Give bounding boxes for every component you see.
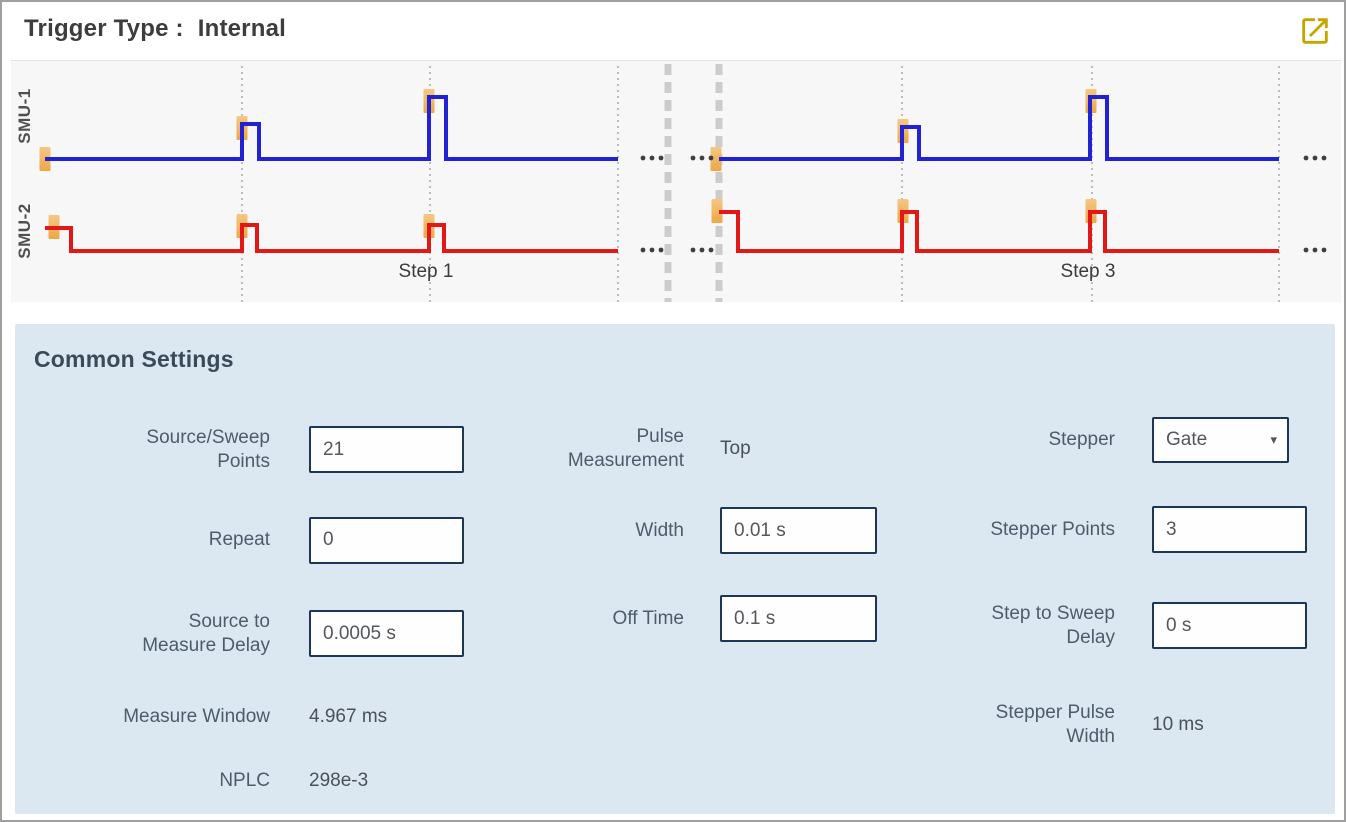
width-label: Width xyxy=(635,519,684,541)
open-in-new-icon[interactable] xyxy=(1298,14,1332,48)
stepper-select[interactable]: Gate ▾ xyxy=(1152,417,1289,463)
pulse-measurement-value: Top xyxy=(720,438,751,459)
waveform-background xyxy=(11,61,1341,302)
trigger-type-value: Internal xyxy=(197,15,287,42)
repeat-input[interactable] xyxy=(309,516,464,564)
source-sweep-points-label: Source/Sweep Points xyxy=(146,426,270,472)
field-stepper-pulse-width: Stepper Pulse Width 10 ms xyxy=(875,702,1307,748)
stepper-pulse-width-label: Stepper Pulse Width xyxy=(995,702,1115,747)
page-title: Trigger Type : Internal xyxy=(24,15,286,43)
stepper-label: Stepper xyxy=(1048,429,1115,450)
field-stepper: Stepper Gate ▾ xyxy=(875,417,1307,463)
stepper-select-value: Gate xyxy=(1166,429,1208,450)
field-source-sweep-points: Source/Sweep Points xyxy=(30,426,464,473)
field-off-time: Off Time xyxy=(444,595,877,642)
field-step-to-sweep-delay: Step to Sweep Delay xyxy=(875,602,1307,649)
trigger-type-label: Trigger Type : xyxy=(24,15,184,42)
field-width: Width xyxy=(444,507,877,554)
field-source-to-measure-delay: Source to Measure Delay xyxy=(30,610,464,657)
width-input[interactable] xyxy=(720,507,877,554)
measure-window-label: Measure Window xyxy=(123,706,270,727)
chevron-down-icon: ▾ xyxy=(1270,432,1277,447)
common-settings-title: Common Settings xyxy=(34,346,234,372)
repeat-label: Repeat xyxy=(208,529,270,550)
source-to-measure-delay-label: Source to Measure Delay xyxy=(142,610,270,656)
field-nplc: NPLC 298e-3 xyxy=(30,764,464,798)
source-sweep-points-input[interactable] xyxy=(309,426,464,473)
field-pulse-measurement: Pulse Measurement Top xyxy=(444,425,877,473)
pulse-measurement-label: Pulse Measurement xyxy=(567,426,684,471)
field-repeat: Repeat xyxy=(30,516,464,564)
common-settings-panel: Common Settings Source/Sweep Points Repe… xyxy=(15,324,1335,814)
off-time-label: Off Time xyxy=(612,607,684,629)
step-to-sweep-delay-label: Step to Sweep Delay xyxy=(991,602,1115,648)
step-to-sweep-delay-input[interactable] xyxy=(1152,602,1307,649)
nplc-label: NPLC xyxy=(219,770,270,791)
field-stepper-points: Stepper Points xyxy=(875,506,1307,553)
nplc-value: 298e-3 xyxy=(309,770,369,791)
stepper-points-label: Stepper Points xyxy=(990,518,1115,540)
header-divider xyxy=(11,60,1341,61)
stepper-points-input[interactable] xyxy=(1152,506,1307,553)
source-to-measure-delay-input[interactable] xyxy=(309,610,464,657)
stepper-pulse-width-value: 10 ms xyxy=(1152,714,1204,735)
off-time-input[interactable] xyxy=(720,595,877,642)
field-measure-window: Measure Window 4.967 ms xyxy=(30,700,464,734)
measure-window-value: 4.967 ms xyxy=(309,706,388,727)
